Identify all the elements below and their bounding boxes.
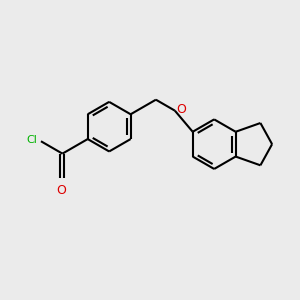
Text: O: O [56, 184, 66, 197]
Text: Cl: Cl [27, 135, 38, 146]
Text: O: O [176, 103, 186, 116]
